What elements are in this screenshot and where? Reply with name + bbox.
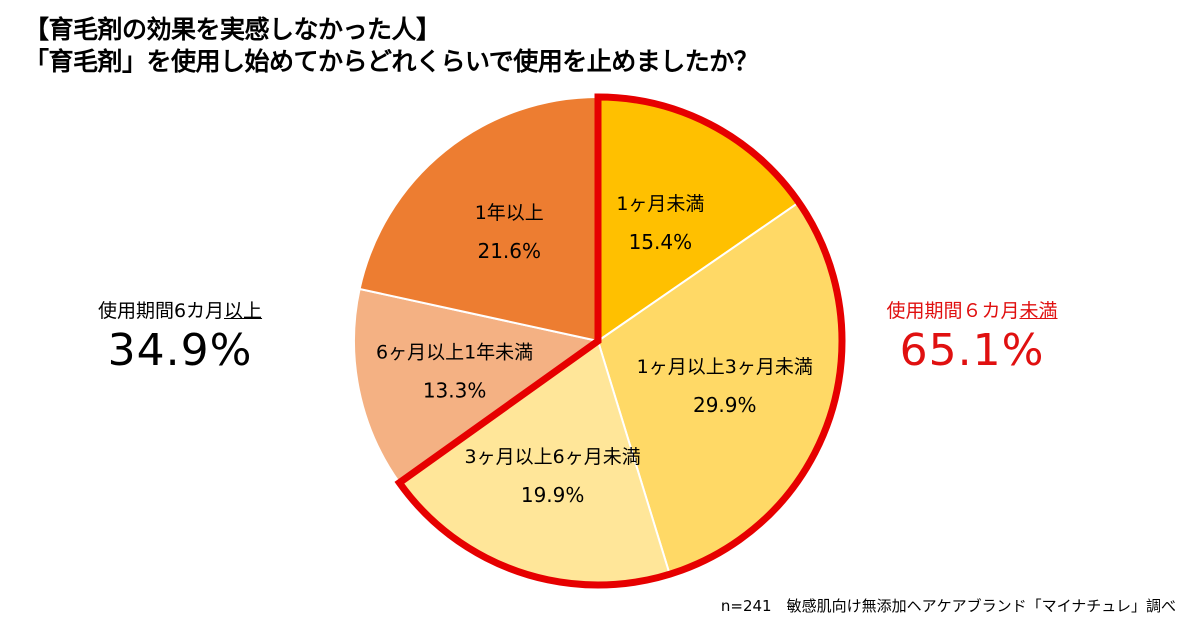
group-over-6-months-label: 使用期間6カ月以上 <box>97 300 263 322</box>
pie-slice <box>358 95 599 343</box>
chart-title-line2: 「育毛剤」を使用し始めてからどれくらいで使用を止めましたか？ <box>24 47 759 76</box>
slice-value-label: 15.4% <box>629 230 693 254</box>
slice-value-label: 21.6% <box>477 239 541 263</box>
slice-value-label: 19.9% <box>521 483 585 507</box>
group-under-6-months: 使用期間６カ月未満 65.1% <box>866 296 1078 376</box>
slice-category-label: 1ヶ月未満 <box>616 193 704 215</box>
slice-category-label: 1年以上 <box>475 202 544 224</box>
highlight-outline <box>394 93 846 589</box>
chart-title-line1: 【育毛剤の効果を実感しなかった人】 <box>24 15 441 44</box>
group-over-6-months: 使用期間6カ月以上 34.9% <box>80 296 280 376</box>
group-under-6-months-value: 65.1% <box>899 325 1045 376</box>
pie-slice <box>353 287 601 485</box>
slice-category-label: 3ヶ月以上6ヶ月未満 <box>465 446 641 468</box>
slice-category-label: 6ヶ月以上1年未満 <box>376 341 533 363</box>
slice-category-label: 1ヶ月以上3ヶ月未満 <box>637 356 813 378</box>
slice-value-label: 13.3% <box>423 378 487 402</box>
slice-value-label: 29.9% <box>693 393 757 417</box>
group-over-6-months-value: 34.9% <box>107 325 253 376</box>
group-under-6-months-label: 使用期間６カ月未満 <box>886 300 1058 322</box>
footnote: n=241 敏感肌向け無添加ヘアケアブランド「マイナチュレ」調べ <box>720 597 1176 615</box>
